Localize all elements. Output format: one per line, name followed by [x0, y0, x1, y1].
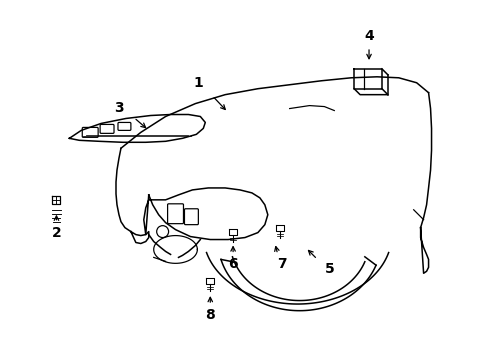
- Text: 6: 6: [228, 257, 238, 271]
- Text: 7: 7: [276, 257, 286, 271]
- Text: 5: 5: [324, 262, 333, 276]
- Text: 8: 8: [205, 308, 215, 322]
- Text: 4: 4: [364, 29, 373, 43]
- Text: 2: 2: [51, 226, 61, 240]
- Text: 3: 3: [114, 100, 123, 114]
- Text: 1: 1: [193, 76, 203, 90]
